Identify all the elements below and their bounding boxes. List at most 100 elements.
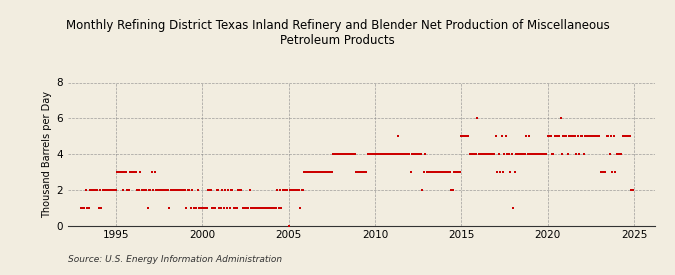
Point	[462, 134, 472, 138]
Point	[561, 134, 572, 138]
Point	[383, 152, 394, 156]
Point	[443, 170, 454, 174]
Point	[318, 170, 329, 174]
Point	[217, 188, 227, 192]
Point	[293, 188, 304, 192]
Point	[351, 170, 362, 174]
Point	[168, 188, 179, 192]
Point	[338, 152, 349, 156]
Point	[138, 188, 148, 192]
Point	[416, 152, 427, 156]
Point	[176, 188, 186, 192]
Point	[252, 205, 263, 210]
Point	[532, 152, 543, 156]
Point	[362, 152, 373, 156]
Point	[146, 170, 157, 174]
Point	[446, 188, 456, 192]
Point	[192, 188, 203, 192]
Point	[481, 152, 491, 156]
Point	[549, 134, 560, 138]
Point	[460, 134, 471, 138]
Point	[616, 152, 626, 156]
Point	[211, 188, 222, 192]
Point	[450, 170, 461, 174]
Point	[340, 152, 350, 156]
Point	[184, 188, 194, 192]
Point	[233, 188, 244, 192]
Point	[622, 134, 632, 138]
Point	[296, 188, 307, 192]
Point	[111, 188, 122, 192]
Point	[270, 205, 281, 210]
Point	[88, 188, 99, 192]
Point	[485, 152, 495, 156]
Point	[102, 188, 113, 192]
Point	[103, 188, 114, 192]
Point	[388, 152, 399, 156]
Point	[595, 170, 606, 174]
Point	[325, 170, 335, 174]
Point	[115, 170, 126, 174]
Point	[587, 134, 597, 138]
Point	[505, 170, 516, 174]
Point	[537, 152, 547, 156]
Point	[356, 170, 367, 174]
Point	[124, 188, 134, 192]
Point	[548, 152, 559, 156]
Point	[497, 170, 508, 174]
Point	[266, 205, 277, 210]
Point	[551, 134, 562, 138]
Point	[321, 170, 331, 174]
Point	[228, 205, 239, 210]
Point	[483, 152, 494, 156]
Point	[593, 134, 603, 138]
Point	[284, 223, 294, 228]
Point	[361, 170, 372, 174]
Point	[329, 152, 340, 156]
Point	[477, 152, 488, 156]
Point	[172, 188, 183, 192]
Point	[190, 205, 200, 210]
Point	[135, 170, 146, 174]
Point	[605, 134, 616, 138]
Point	[491, 134, 502, 138]
Point	[276, 205, 287, 210]
Point	[292, 188, 302, 192]
Text: Source: U.S. Energy Information Administration: Source: U.S. Energy Information Administ…	[68, 255, 281, 264]
Point	[221, 205, 232, 210]
Point	[384, 152, 395, 156]
Point	[436, 170, 447, 174]
Point	[538, 152, 549, 156]
Point	[404, 152, 415, 156]
Point	[262, 205, 273, 210]
Point	[121, 170, 132, 174]
Point	[319, 170, 330, 174]
Point	[177, 188, 188, 192]
Point	[565, 134, 576, 138]
Point	[209, 205, 219, 210]
Point	[99, 188, 110, 192]
Point	[164, 205, 175, 210]
Point	[105, 188, 115, 192]
Point	[345, 152, 356, 156]
Point	[207, 205, 218, 210]
Point	[182, 188, 193, 192]
Point	[612, 152, 622, 156]
Point	[626, 188, 637, 192]
Point	[236, 188, 246, 192]
Point	[562, 152, 573, 156]
Point	[364, 152, 375, 156]
Point	[519, 152, 530, 156]
Point	[155, 188, 166, 192]
Point	[418, 170, 429, 174]
Point	[493, 152, 504, 156]
Point	[159, 188, 170, 192]
Point	[514, 152, 524, 156]
Point	[328, 152, 339, 156]
Point	[369, 152, 380, 156]
Point	[535, 152, 546, 156]
Point	[473, 152, 484, 156]
Point	[627, 188, 638, 192]
Point	[76, 205, 86, 210]
Point	[486, 152, 497, 156]
